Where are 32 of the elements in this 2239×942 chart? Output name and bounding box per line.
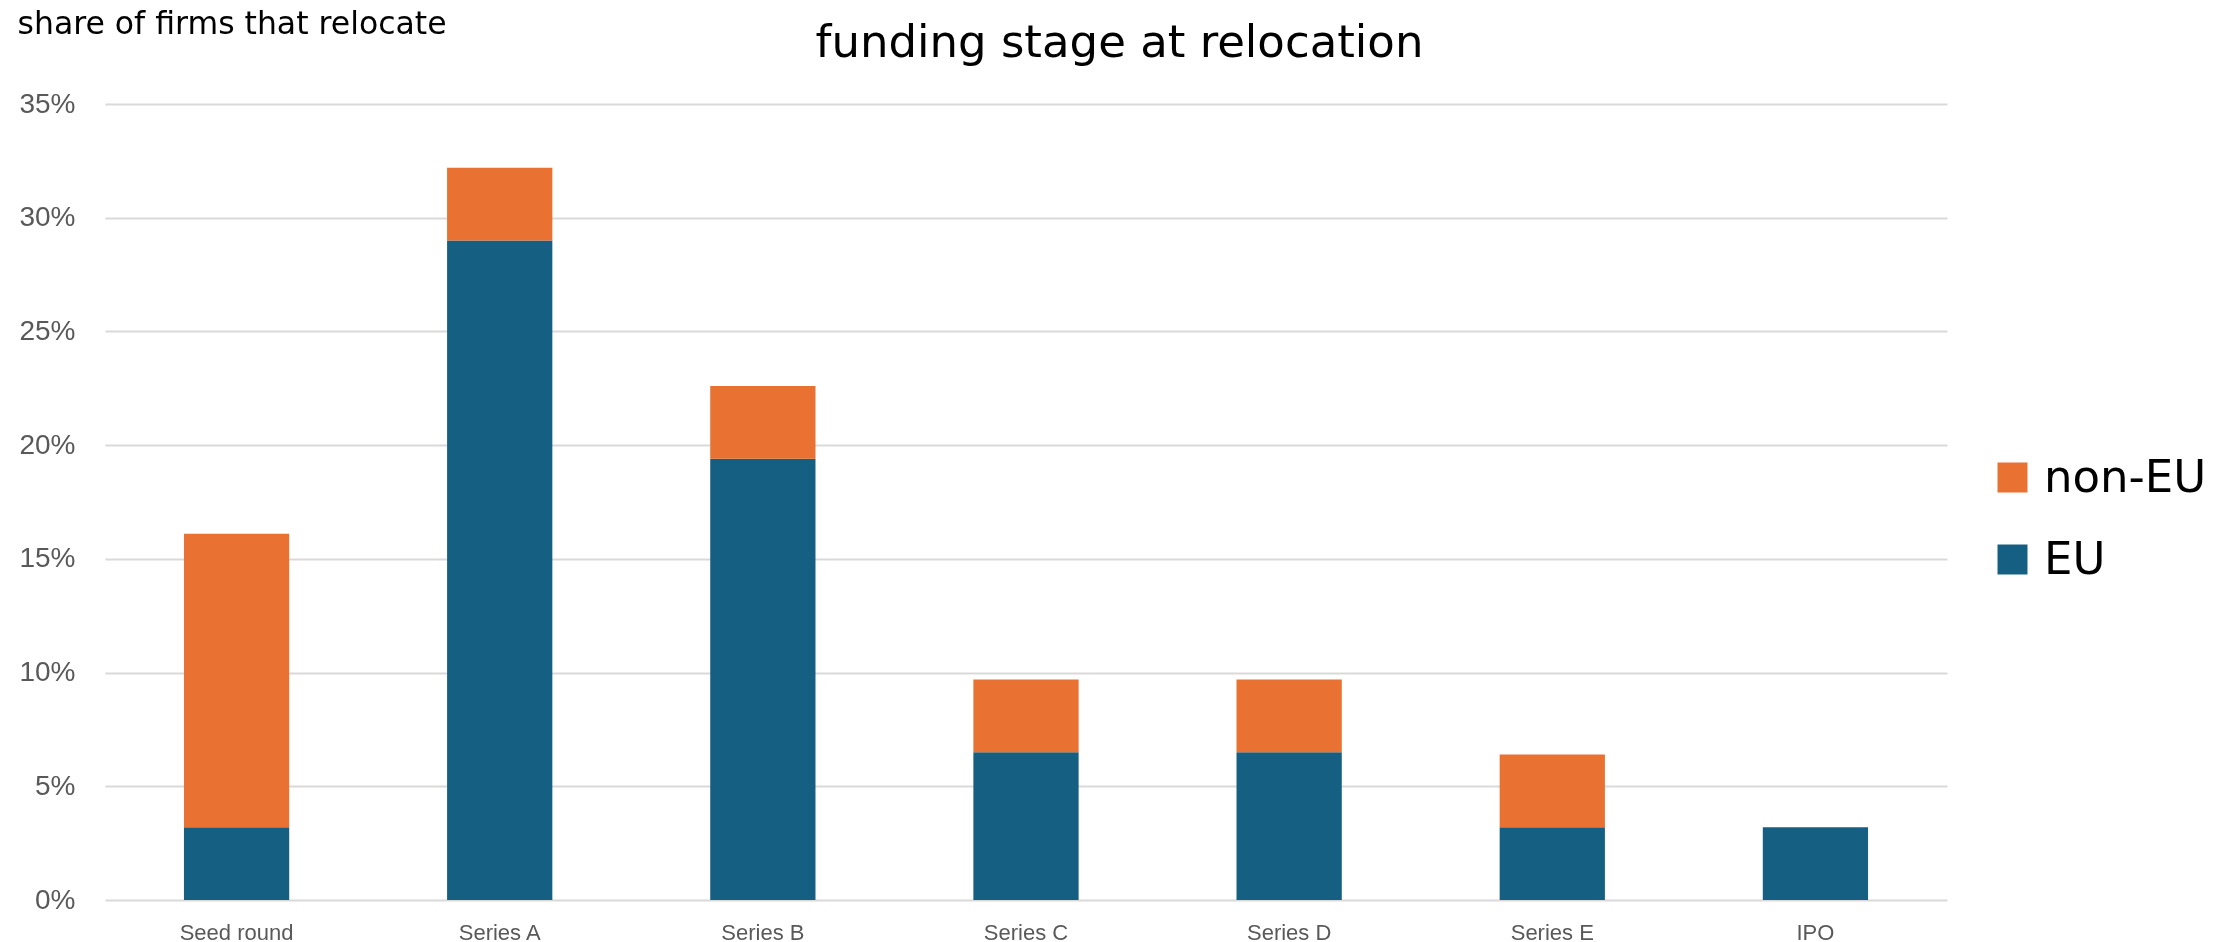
- bar: [1499, 754, 1605, 828]
- bar: [973, 679, 1079, 753]
- x-tick-label: Series A: [458, 919, 541, 942]
- y-tick-label: 35%: [19, 87, 76, 119]
- y-tick-label: 15%: [19, 542, 76, 574]
- y-tick-label: 0%: [35, 883, 76, 915]
- x-tick-label: Series E: [1510, 919, 1594, 942]
- bar: [1236, 752, 1342, 900]
- x-tick-label: IPO: [1796, 919, 1835, 942]
- bar: [447, 240, 553, 900]
- bar: [183, 827, 290, 900]
- bar: [973, 752, 1079, 900]
- y-axis-title: share of firms that relocate: [17, 4, 447, 41]
- legend-label: EU: [2044, 531, 2106, 585]
- x-tick-label: Seed round: [179, 919, 294, 942]
- chart-title: funding stage at relocation: [815, 15, 1424, 68]
- bar: [1499, 827, 1605, 900]
- bar: [710, 386, 816, 459]
- y-tick-label: 20%: [19, 428, 76, 460]
- x-tick-label: Series D: [1246, 919, 1332, 942]
- y-tick-label: 25%: [19, 314, 76, 346]
- bar: [1236, 679, 1342, 753]
- legend-label: non-EU: [2044, 449, 2207, 503]
- y-tick-label: 10%: [19, 656, 76, 688]
- y-tick-label: 30%: [19, 201, 76, 233]
- bar: [710, 458, 816, 900]
- x-tick-label: Series B: [721, 919, 805, 942]
- bar: [183, 533, 290, 828]
- x-tick-label: Series C: [983, 919, 1069, 942]
- bar: [1762, 827, 1869, 900]
- y-tick-label: 5%: [35, 769, 76, 801]
- bar: [447, 167, 553, 241]
